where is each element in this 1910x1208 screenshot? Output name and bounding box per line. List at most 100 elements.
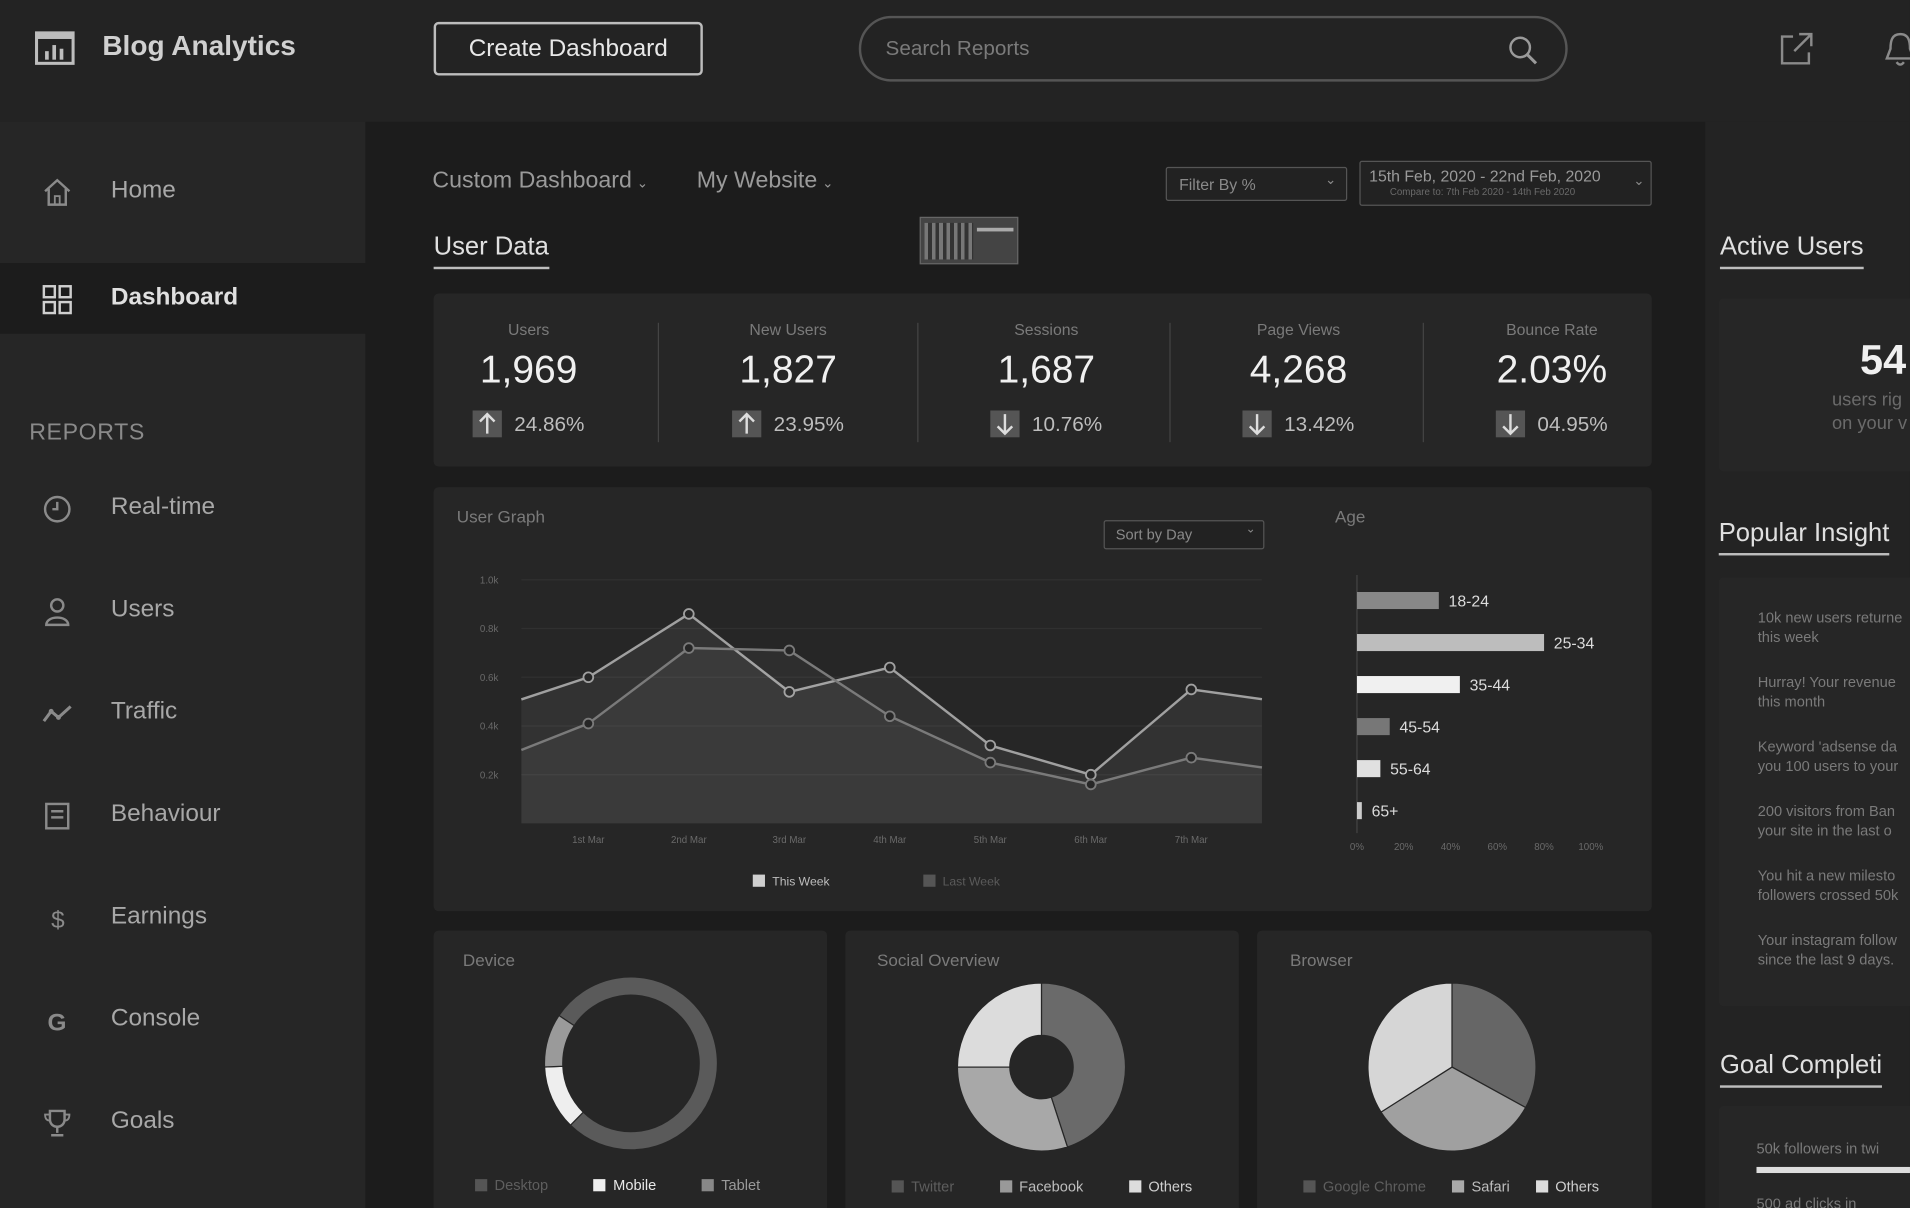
legend-safari[interactable]: Safari [1452,1178,1510,1195]
sidebar-item-home[interactable]: Home [0,156,365,227]
search-icon[interactable] [1507,34,1539,66]
legend-google-chrome[interactable]: Google Chrome [1303,1178,1426,1195]
insight-item[interactable]: 200 visitors from Ban your site in the la… [1758,802,1910,841]
data-point [984,756,997,769]
sidebar-item-goals[interactable]: Goals [0,1087,365,1158]
sidebar-item-users[interactable]: Users [0,575,365,646]
x-tick-label: 4th Mar [873,835,907,846]
sidebar-item-behaviour[interactable]: Behaviour [0,780,365,851]
filter-select[interactable]: Filter By % ⌄ [1165,166,1348,201]
insight-line: You hit a new milesto [1757,867,1896,885]
stat-value: 1,969 [479,347,578,392]
bar-label: 18-24 [1449,594,1490,611]
stat-label: Bounce Rate [1506,320,1598,339]
insight-item[interactable]: Your instagram follow since the last 9 da… [1758,931,1910,970]
thumbnail-preview[interactable] [919,216,1019,265]
age-bar [1356,718,1390,736]
sidebar-item-dashboard[interactable]: Dashboard [0,263,366,334]
sidebar-item-realtime[interactable]: Real-time [0,473,365,544]
legend-this-week[interactable]: This Week [752,874,830,890]
arrow-up-icon [732,410,762,438]
goals-card: 50k followers in twi 500 ad clicks in [1718,1106,1910,1208]
sidebar-item-traffic[interactable]: Traffic [0,677,365,748]
legend-twitter[interactable]: Twitter [891,1178,954,1195]
active-users-value: 54 [1860,337,1907,384]
stat-label: Users [507,320,550,339]
bar-label: 45-54 [1399,720,1440,737]
popular-insights-title: Popular Insight [1718,519,1890,556]
stat-change: 13.42% [1172,410,1425,438]
data-point [984,739,997,752]
bell-icon[interactable] [1882,29,1910,68]
stat-new-users: New Users 1,827 23.95% [661,294,914,467]
user-graph-title: User Graph [456,506,545,527]
data-point [683,608,695,620]
sidebar-item-console[interactable]: G Console [0,984,365,1055]
y-tick-label: 0.8k [480,624,499,635]
user-graph-card: User Graph Sort by Day ⌄ Age 1.0k 0.8k 0.6… [433,487,1652,912]
thumbnail-bar [976,227,1014,232]
user-icon [45,598,70,627]
y-tick-label: 0.2k [480,770,499,781]
search-box[interactable]: Search Reports [858,15,1568,82]
x-tick-label: 2nd Mar [671,835,707,846]
x-tick-label: 7th Mar [1175,835,1209,846]
legend-swatch [891,1180,904,1193]
stat-label: Page Views [1256,320,1341,339]
date-range-select[interactable]: 15th Feb, 2020 - 22nd Feb, 2020 Compare … [1359,160,1652,206]
data-point [683,642,695,654]
age-bar [1356,802,1362,820]
arrow-up-icon [472,410,503,438]
website-selector[interactable]: My Website ⌄ [697,168,834,195]
social-donut-chart [956,982,1127,1152]
legend-label: This Week [772,875,830,890]
age-title: Age [1335,506,1366,527]
website-selector-label: My Website [696,168,818,194]
legend-desktop[interactable]: Desktop [475,1177,548,1194]
pie-slice [1380,1066,1527,1152]
legend-last-week[interactable]: Last Week [923,874,1000,890]
search-input[interactable]: Search Reports [885,36,1030,60]
insight-item[interactable]: 10k new users returne this week [1758,608,1910,647]
sort-select[interactable]: Sort by Day ⌄ [1103,520,1265,550]
insight-item[interactable]: You hit a new milesto followers crossed 5… [1758,866,1910,905]
insight-line: this week [1757,628,1819,646]
external-link-icon[interactable] [1776,29,1815,68]
legend-label: Desktop [494,1176,549,1194]
active-users-title: Active Users [1719,233,1864,270]
legend-others[interactable]: Others [1535,1178,1599,1195]
active-users-text-2: on your v [1832,412,1908,434]
dashboard-selector[interactable]: Custom Dashboard ⌄ [432,168,648,195]
sidebar-item-label: Behaviour [110,800,221,828]
insight-item[interactable]: Hurray! Your revenue this month [1758,672,1910,711]
legend-mobile[interactable]: Mobile [593,1176,657,1194]
trend-icon [42,705,72,723]
pie-slice [1367,982,1453,1113]
age-bar [1356,760,1381,778]
data-point [1085,778,1097,791]
legend-label: Last Week [942,875,1000,890]
x-tick-label: 3rd Mar [773,835,807,846]
legend-tablet[interactable]: Tablet [701,1176,761,1194]
legend-swatch [1452,1180,1465,1193]
legend-facebook[interactable]: Facebook [999,1177,1084,1195]
stat-divider [657,322,659,443]
legend-label: Facebook [1019,1177,1084,1195]
chevron-down-icon: ⌄ [822,176,834,192]
stat-change-value: 23.95% [773,412,844,437]
sidebar-item-earnings[interactable]: $ Earnings [0,882,365,953]
goal-completion-title: Goal Completi [1719,1051,1883,1088]
insight-item[interactable]: Keyword 'adsense da you 100 users to your [1758,737,1910,776]
device-title: Device [462,950,516,970]
pie-slice [1451,982,1537,1109]
legend-label: Mobile [613,1176,657,1194]
insight-line: Hurray! Your revenue [1757,673,1896,691]
legend-others[interactable]: Others [1128,1178,1192,1195]
create-dashboard-button[interactable]: Create Dashboard [433,21,703,76]
legend-label: Safari [1471,1177,1510,1195]
data-point [1185,683,1198,696]
legend-swatch [1303,1180,1316,1193]
svg-text:$: $ [51,907,65,934]
legend-label: Tablet [721,1176,761,1194]
sidebar-item-label: Traffic [110,697,178,725]
